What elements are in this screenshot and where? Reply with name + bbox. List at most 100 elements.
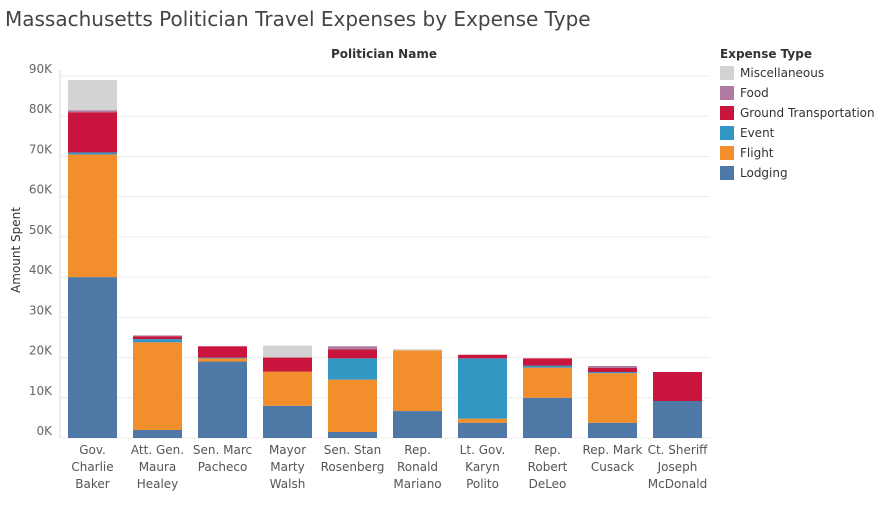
y-tick-label: 50K: [29, 223, 53, 237]
legend-item[interactable]: Miscellaneous: [720, 63, 876, 83]
bars: [68, 80, 702, 438]
y-tick-label: 0K: [36, 424, 53, 438]
x-tick-label: Joseph: [657, 460, 698, 474]
y-tick-label: 10K: [29, 384, 53, 398]
x-tick-label: Robert: [528, 460, 568, 474]
legend-item[interactable]: Ground Transportation: [720, 103, 876, 123]
y-tick-label: 80K: [29, 102, 53, 116]
y-tick-label: 70K: [29, 142, 53, 156]
x-tick-label: Ronald: [397, 460, 438, 474]
x-tick-label: McDonald: [648, 477, 707, 491]
bar-segment: [263, 357, 312, 372]
bar-segment: [588, 373, 637, 423]
bar-segment: [68, 152, 117, 155]
legend-label: Flight: [740, 146, 774, 160]
legend-swatch: [720, 106, 734, 120]
x-tick-label: Pacheco: [198, 460, 248, 474]
x-tick-label: Charlie: [71, 460, 113, 474]
bar-segment: [653, 400, 702, 438]
bar-segment: [588, 422, 637, 438]
bar-segment: [523, 367, 572, 398]
legend-swatch: [720, 126, 734, 140]
x-tick-label: Mayor: [269, 443, 306, 457]
y-tick-label: 60K: [29, 183, 53, 197]
bar-segment: [263, 345, 312, 358]
y-axis-label: Amount Spent: [9, 207, 23, 293]
y-tick-label: 20K: [29, 344, 53, 358]
bar-segment: [523, 358, 572, 366]
legend-label: Lodging: [740, 166, 788, 180]
y-tick-label: 90K: [29, 62, 53, 76]
legend-swatch: [720, 86, 734, 100]
x-tick-label: Walsh: [270, 477, 306, 491]
bar-segment: [458, 418, 507, 423]
legend-swatch: [720, 166, 734, 180]
bar-segment: [458, 422, 507, 438]
x-tick-label: Maura: [139, 460, 177, 474]
legend-swatch: [720, 146, 734, 160]
bar-segment: [68, 80, 117, 111]
bar-segment: [458, 358, 507, 419]
x-tick-label: Ct. Sheriff: [648, 443, 709, 457]
legend-item[interactable]: Flight: [720, 143, 876, 163]
x-tick-label: Marty: [270, 460, 304, 474]
bar-segment: [68, 277, 117, 438]
legend-item[interactable]: Food: [720, 83, 876, 103]
legend-swatch: [720, 66, 734, 80]
legend-label: Food: [740, 86, 769, 100]
legend: Expense Type Miscellaneous Food Ground Tra…: [720, 45, 876, 183]
y-tick-label: 40K: [29, 263, 53, 277]
bar-segment: [523, 397, 572, 438]
bar-segment: [198, 346, 247, 358]
x-tick-label: Sen. Stan: [324, 443, 382, 457]
bar-segment: [263, 371, 312, 406]
x-axis: Gov. Charlie Baker Att. Gen. Maura Healey Sen.…: [71, 443, 708, 491]
legend-label: Event: [740, 126, 775, 140]
bar-segment: [523, 365, 572, 368]
legend-label: Miscellaneous: [740, 66, 825, 80]
legend-item[interactable]: Lodging: [720, 163, 876, 183]
bar-segment: [68, 112, 117, 153]
bar-segment: [133, 336, 182, 340]
x-tick-label: Gov.: [79, 443, 106, 457]
bar-segment: [458, 354, 507, 359]
x-tick-label: Cusack: [591, 460, 634, 474]
x-tick-label: Rosenberg: [321, 460, 385, 474]
x-tick-label: Karyn: [465, 460, 500, 474]
legend-item[interactable]: Event: [720, 123, 876, 143]
bar-segment: [133, 339, 182, 343]
bar-segment: [328, 349, 377, 359]
legend-items: Miscellaneous Food Ground Transportation Ev…: [720, 63, 876, 183]
bar-segment: [328, 358, 377, 380]
bar-segment: [588, 366, 637, 369]
x-tick-label: Healey: [137, 477, 179, 491]
bar-segment: [198, 361, 247, 438]
bar-segment: [133, 335, 182, 337]
bar-segment: [68, 110, 117, 113]
x-tick-label: Mariano: [393, 477, 441, 491]
chart-title: Massachusetts Politician Travel Expenses…: [5, 7, 591, 31]
bar-segment: [328, 379, 377, 432]
bar-segment: [588, 372, 637, 374]
x-tick-label: Rep.: [404, 443, 431, 457]
x-tick-label: DeLeo: [529, 477, 567, 491]
bar-segment: [198, 357, 247, 359]
x-tick-label: Rep.: [534, 443, 561, 457]
bar-segment: [393, 411, 442, 438]
x-tick-label: Polito: [466, 477, 499, 491]
bar-segment: [133, 342, 182, 430]
bar-segment: [133, 429, 182, 438]
legend-label: Ground Transportation: [740, 106, 875, 120]
bar-segment: [328, 346, 377, 350]
y-tick-label: 30K: [29, 303, 53, 317]
legend-title: Expense Type: [720, 47, 812, 61]
bar-segment: [588, 368, 637, 373]
x-tick-label: Sen. Marc: [193, 443, 252, 457]
column-header: Politician Name: [331, 47, 437, 61]
x-tick-label: Baker: [75, 477, 109, 491]
bar-segment: [653, 372, 702, 401]
bar-segment: [393, 350, 442, 412]
bar-segment: [68, 154, 117, 278]
